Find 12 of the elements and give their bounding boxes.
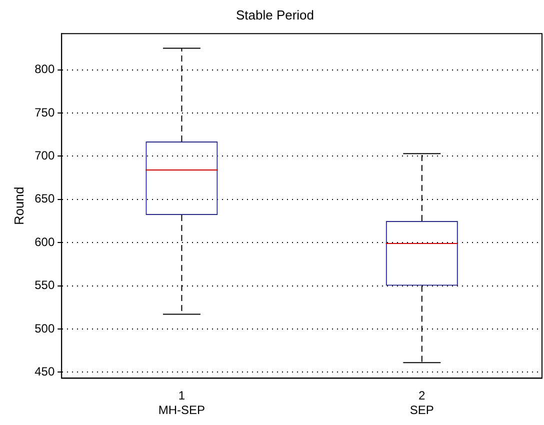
y-tick-label: 500: [34, 321, 55, 336]
y-tick-label: 800: [34, 62, 55, 76]
y-tick-label: 600: [34, 234, 55, 249]
y-tick-label: 450: [34, 364, 55, 378]
y-axis-title: Round: [11, 186, 26, 226]
y-tick-label: 550: [34, 278, 55, 292]
chart-title: Stable Period: [236, 7, 314, 22]
y-tick-label: 650: [34, 192, 55, 206]
y-tick-label: 700: [34, 148, 55, 163]
x-tick-label: 1 MH-SEP: [158, 388, 206, 418]
x-tick-label: 2 SEP: [410, 388, 434, 418]
y-tick-label: 750: [34, 105, 55, 120]
